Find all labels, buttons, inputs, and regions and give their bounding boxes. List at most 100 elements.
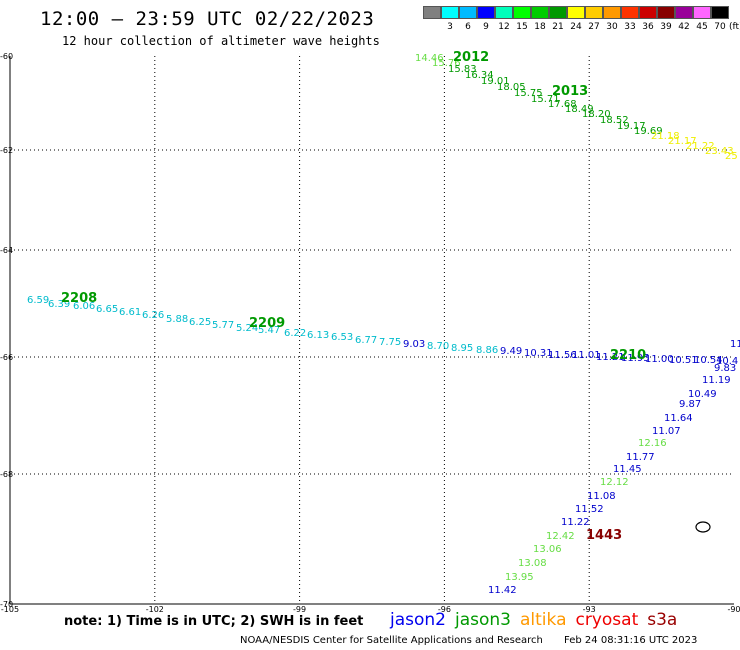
swh-value-label: 7.75 xyxy=(379,337,401,348)
swh-value-label: 11.00 xyxy=(645,354,674,365)
swh-value-label: 11.21 xyxy=(596,352,625,363)
swh-value-label: 12.42 xyxy=(546,531,575,542)
swh-value-label: 9.03 xyxy=(403,339,425,350)
swh-value-label: 25 xyxy=(725,151,738,162)
wave-height-tracks: 14.4615.7615.8316.3419.0118.0515.7515.71… xyxy=(27,53,740,596)
swh-value-label: 9.87 xyxy=(679,399,701,410)
lon-tick-label: -90 xyxy=(727,605,740,614)
footer-timestamp: Feb 24 08:31:16 UTC 2023 xyxy=(564,635,698,646)
lat-tick-label: -66 xyxy=(0,353,13,362)
swh-value-label: 12.12 xyxy=(600,477,629,488)
footer-credit: NOAA/NESDIS Center for Satellite Applica… xyxy=(240,635,543,646)
lon-tick-label: -105 xyxy=(1,605,19,614)
lon-tick-label: -102 xyxy=(146,605,164,614)
lat-tick-label: -62 xyxy=(0,146,13,155)
swh-value-label: 11.42 xyxy=(488,585,517,596)
swh-value-label: 11.52 xyxy=(575,504,604,515)
swh-value-label: 18.49 xyxy=(565,104,594,115)
color-scale-label: 27 xyxy=(588,22,600,32)
mission-cryosat: cryosat xyxy=(575,610,639,630)
color-scale-label: 9 xyxy=(483,22,489,32)
swh-value-label: 12.16 xyxy=(638,438,667,449)
color-swatch xyxy=(531,6,549,19)
lat-tick-label: -70 xyxy=(0,600,13,609)
lat-tick-label: -60 xyxy=(0,52,13,61)
swh-value-label: 11.77 xyxy=(626,452,655,463)
pass-time-label: 2012 xyxy=(453,50,489,65)
lat-tick-label: -68 xyxy=(0,470,13,479)
swh-value-label: 15.71 xyxy=(531,94,560,105)
mission-s3a: s3a xyxy=(647,610,678,630)
swh-value-label: 11.01 xyxy=(572,350,601,361)
lon-tick-label: -99 xyxy=(293,605,306,614)
swh-value-label: 15.76 xyxy=(432,58,461,69)
color-swatch xyxy=(441,6,459,19)
mission-altika: altika xyxy=(520,610,567,630)
swh-value-label: 5.88 xyxy=(166,314,188,325)
color-scale-unit: (ft) xyxy=(729,22,740,32)
color-swatch xyxy=(657,6,675,19)
swh-value-label: 13.95 xyxy=(505,572,534,583)
swh-value-label: 9.83 xyxy=(714,363,736,374)
swh-value-label: 6.53 xyxy=(331,332,353,343)
pass-time-label: 2208 xyxy=(61,291,97,306)
color-swatch xyxy=(639,6,657,19)
pass-time-label: 2209 xyxy=(249,316,285,331)
track-east-1: 9.8311.1910.499.8711.6411.0712.1611.7711… xyxy=(488,363,736,596)
swh-value-label: 19.17 xyxy=(617,121,646,132)
swh-value-label: 6.13 xyxy=(307,330,329,341)
swh-value-label: 6.26 xyxy=(142,310,164,321)
swh-value-label: 6.61 xyxy=(119,307,141,318)
swh-value-label: 19.01 xyxy=(481,76,510,87)
color-scale-label: 24 xyxy=(570,22,582,32)
swh-value-label: 21.17 xyxy=(668,136,697,147)
color-scale-label: 42 xyxy=(678,22,690,32)
color-scale-swatches xyxy=(423,6,740,19)
color-scale-label: 70 xyxy=(714,22,726,32)
map-axis-labels: -60 -62 -64 -66 -68 -70-105 -102 -99 -96 -93 -90 xyxy=(0,52,740,614)
swh-value-label: 11.19 xyxy=(702,375,731,386)
color-scale-label: 30 xyxy=(606,22,618,32)
mission-jason3: jason3 xyxy=(455,610,511,630)
color-swatch xyxy=(585,6,603,19)
lon-tick-label: -96 xyxy=(438,605,451,614)
coastline-island xyxy=(695,521,711,533)
color-scale-label: 3 xyxy=(447,22,453,32)
footer: NOAA/NESDIS Center for Satellite Applica… xyxy=(240,635,697,646)
track-west: 6.596.39 6.06 6.65 6.61 6.26 5.88 6.25 5.77 5.24… xyxy=(27,295,740,367)
swh-value-label: 11.45 xyxy=(613,464,642,475)
swh-value-label: 10.51 xyxy=(669,355,698,366)
swh-value-label: 10.4 xyxy=(716,356,738,367)
swh-value-label: 16.34 xyxy=(465,70,494,81)
swh-value-label: 15.83 xyxy=(448,64,477,75)
swh-value-label: 6.25 xyxy=(189,317,211,328)
swh-value-label: 14.46 xyxy=(415,53,444,64)
swh-value-label: 18.52 xyxy=(600,115,629,126)
swh-value-label: 10.54 xyxy=(694,355,723,366)
color-swatch xyxy=(495,6,513,19)
swh-value-label: 5.77 xyxy=(212,320,234,331)
swh-value-label: 15.75 xyxy=(514,88,543,99)
swh-value-label: 8.95 xyxy=(451,343,473,354)
color-swatch xyxy=(459,6,477,19)
swh-value-label: 11.22 xyxy=(561,517,590,528)
swh-value-label: 6.39 xyxy=(48,299,70,310)
color-swatch xyxy=(513,6,531,19)
swh-value-label: 11.56 xyxy=(548,350,577,361)
swh-value-label: 11.95 xyxy=(621,353,650,364)
color-scale-label: 15 xyxy=(516,22,528,32)
swh-value-label: 6.59 xyxy=(27,295,49,306)
pass-time-label: 1443 xyxy=(586,528,622,543)
color-scale-label: 33 xyxy=(624,22,636,32)
swh-value-label: 10.31 xyxy=(524,348,553,359)
map-frame xyxy=(9,56,734,605)
map-grid xyxy=(10,56,734,604)
page-title: 12:00 – 23:59 UTC 02/22/2023 xyxy=(40,8,375,30)
color-swatch xyxy=(549,6,567,19)
swh-value-label: 6.22 xyxy=(284,328,306,339)
swh-value-label: 6.06 xyxy=(73,301,95,312)
swh-value-label: 23.43 xyxy=(705,146,734,157)
swh-value-label: 8.86 xyxy=(476,345,498,356)
